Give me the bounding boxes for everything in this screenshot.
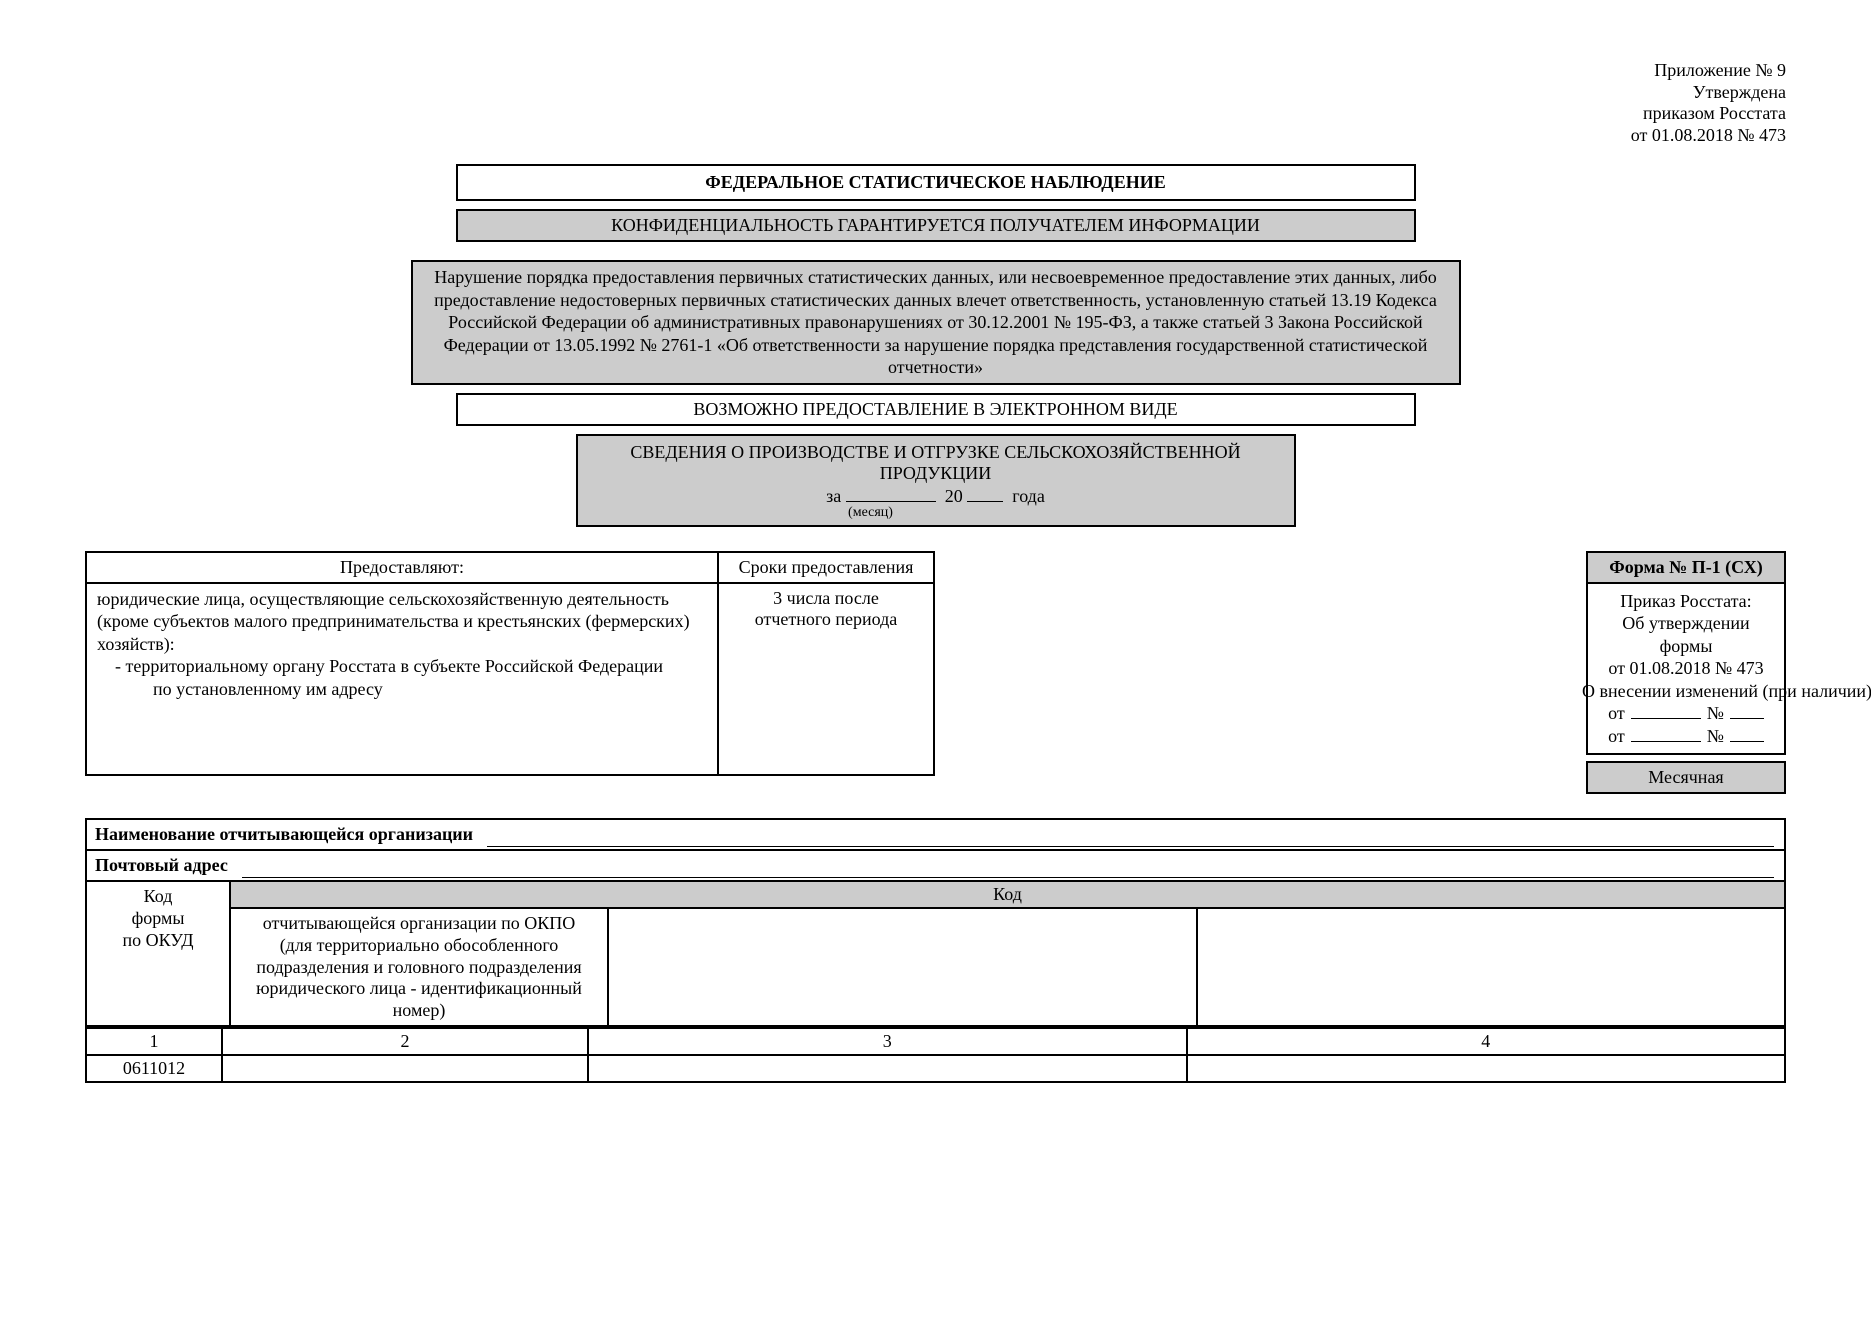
terms-header: Сроки предоставления [718, 552, 934, 583]
okud-l1: Код [93, 886, 223, 908]
col3-value [589, 1056, 1188, 1081]
org-addr-label: Почтовый адрес [87, 851, 236, 880]
twenty-label: 20 [945, 486, 963, 506]
provide-header: Предоставляют: [86, 552, 718, 583]
organization-block: Наименование отчитывающейся организации … [85, 818, 1786, 1083]
okud-l3: по ОКУД [93, 930, 223, 952]
okpo-desc-cell: отчитывающейся организации по ОКПО (для … [231, 909, 609, 1025]
form-approve: Об утверждении формы [1596, 612, 1776, 657]
form-box: Форма № П-1 (СХ) Приказ Росстата: Об утв… [1586, 551, 1786, 795]
law-notice-text: Нарушение порядка предоставления первичн… [434, 267, 1437, 377]
law-notice-box: Нарушение порядка предоставления первичн… [411, 260, 1461, 385]
okud-label-cell: Код формы по ОКУД [87, 882, 231, 1025]
value-row: 0611012 [87, 1054, 1784, 1081]
appendix-line: приказом Росстата [85, 103, 1786, 125]
year-blank [967, 487, 1003, 502]
provide-form-row: Предоставляют: Сроки предоставления юрид… [85, 551, 1786, 795]
form-change-row: от № [1596, 702, 1776, 725]
code-right: Код отчитывающейся организации по ОКПО (… [231, 882, 1784, 1025]
month-blank [846, 487, 936, 502]
num-blank [1730, 727, 1764, 742]
code-row: Код формы по ОКУД Код отчитывающейся орг… [87, 882, 1784, 1027]
terms-cell: 3 числа после отчетного периода [718, 583, 934, 776]
svedenia-box: СВЕДЕНИЯ О ПРОИЗВОДСТВЕ И ОТГРУЗКЕ СЕЛЬС… [576, 434, 1296, 527]
colnum-1: 1 [87, 1029, 223, 1054]
date-blank [1631, 727, 1701, 742]
provide-line: (кроме субъектов малого предпринимательс… [97, 610, 707, 655]
colnum-4: 4 [1188, 1029, 1785, 1054]
provide-cell: юридические лица, осуществляющие сельско… [86, 583, 718, 776]
confidentiality-text: КОНФИДЕНЦИАЛЬНОСТЬ ГАРАНТИРУЕТСЯ ПОЛУЧАТ… [611, 215, 1260, 235]
form-change-row: от № [1596, 725, 1776, 748]
provide-line: - территориальному органу Росстата в суб… [97, 655, 707, 678]
form-frequency: Месячная [1586, 761, 1786, 794]
okpo-value [223, 1056, 589, 1081]
electronic-box: ВОЗМОЖНО ПРЕДОСТАВЛЕНИЕ В ЭЛЕКТРОННОМ ВИ… [456, 393, 1416, 426]
num-blank [1730, 704, 1764, 719]
appendix-block: Приложение № 9 Утверждена приказом Росст… [85, 60, 1786, 146]
form-changes: О внесении изменений (при наличии) [1582, 680, 1790, 703]
appendix-line: от 01.08.2018 № 473 [85, 125, 1786, 147]
org-addr-row: Почтовый адрес [87, 851, 1784, 882]
code-col-4 [1198, 909, 1785, 1025]
provide-line: юридические лица, осуществляющие сельско… [97, 588, 707, 611]
provide-table: Предоставляют: Сроки предоставления юрид… [85, 551, 935, 777]
title-box: ФЕДЕРАЛЬНОЕ СТАТИСТИЧЕСКОЕ НАБЛЮДЕНИЕ [456, 164, 1416, 201]
ot-label: от [1608, 725, 1625, 748]
form-body: Приказ Росстата: Об утверждении формы от… [1586, 584, 1786, 756]
form-header: Форма № П-1 (СХ) [1586, 551, 1786, 584]
org-name-row: Наименование отчитывающейся организации [87, 820, 1784, 851]
code-head: Код [231, 882, 1784, 909]
term-line: 3 числа после [729, 588, 923, 609]
year-word: года [1012, 486, 1045, 506]
electronic-text: ВОЗМОЖНО ПРЕДОСТАВЛЕНИЕ В ЭЛЕКТРОННОМ ВИ… [693, 399, 1177, 419]
term-line: отчетного периода [729, 609, 923, 630]
colnum-2: 2 [223, 1029, 589, 1054]
org-name-field [487, 846, 1774, 847]
colnum-3: 3 [589, 1029, 1188, 1054]
document-page: Приложение № 9 Утверждена приказом Росст… [0, 0, 1871, 1322]
month-caption: (месяц) [458, 505, 1284, 521]
ot-label: от [1608, 702, 1625, 725]
za-label: за [826, 486, 841, 506]
date-blank [1631, 704, 1701, 719]
svedenia-period: за 20 года [588, 486, 1284, 507]
okpo-line: юридического лица - идентификационный но… [239, 978, 599, 1021]
okpo-line: (для территориально обособленного [239, 935, 599, 957]
okud-l2: формы [93, 908, 223, 930]
okpo-line: отчитывающейся организации по ОКПО [239, 913, 599, 935]
form-date: от 01.08.2018 № 473 [1596, 657, 1776, 680]
okpo-line: подразделения и головного подразделения [239, 957, 599, 979]
appendix-line: Утверждена [85, 82, 1786, 104]
col4-value [1188, 1056, 1785, 1081]
org-addr-field [242, 877, 1774, 878]
code-col-3 [609, 909, 1198, 1025]
column-number-row: 1 2 3 4 [87, 1027, 1784, 1054]
confidentiality-box: КОНФИДЕНЦИАЛЬНОСТЬ ГАРАНТИРУЕТСЯ ПОЛУЧАТ… [456, 209, 1416, 242]
okud-value: 0611012 [87, 1056, 223, 1081]
num-label: № [1707, 725, 1724, 748]
appendix-line: Приложение № 9 [85, 60, 1786, 82]
svedenia-title: СВЕДЕНИЯ О ПРОИЗВОДСТВЕ И ОТГРУЗКЕ СЕЛЬС… [588, 442, 1284, 484]
title-text: ФЕДЕРАЛЬНОЕ СТАТИСТИЧЕСКОЕ НАБЛЮДЕНИЕ [705, 172, 1165, 192]
form-prikaz: Приказ Росстата: [1596, 590, 1776, 613]
provide-line: по установленному им адресу [97, 678, 707, 701]
num-label: № [1707, 702, 1724, 725]
org-name-label: Наименование отчитывающейся организации [87, 820, 481, 849]
code-subcols: отчитывающейся организации по ОКПО (для … [231, 909, 1784, 1025]
